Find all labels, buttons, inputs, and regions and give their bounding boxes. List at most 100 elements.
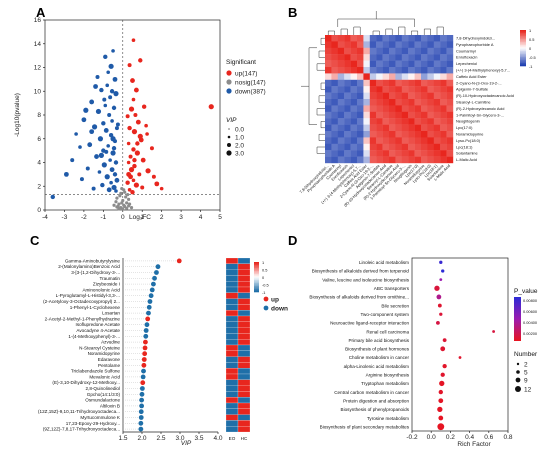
heatmap-cell — [357, 86, 364, 93]
vip-colorbar-segment — [254, 278, 259, 281]
volcano-point — [127, 197, 131, 201]
heatmap-cell — [401, 79, 409, 87]
vip-point — [146, 304, 152, 310]
heatmap-cell — [337, 47, 345, 55]
dendro-branch — [320, 121, 325, 129]
heatmap-cell — [382, 131, 390, 138]
volcano-point — [94, 154, 99, 159]
heatmap-cell — [395, 60, 402, 68]
volcano-point — [130, 189, 135, 195]
heatmap-cell — [414, 156, 422, 164]
heatmap-cell — [408, 79, 415, 87]
heatmap-cell — [344, 137, 351, 144]
heatmap-cell — [357, 150, 364, 157]
heatmap-cell — [369, 67, 377, 74]
legend-nosig-dot — [226, 79, 232, 85]
heatmap-cell — [344, 105, 351, 112]
volcano-points — [50, 38, 214, 211]
heatmap-cell — [446, 79, 454, 87]
vip-points — [123, 258, 182, 432]
heatmap-cell — [369, 156, 377, 164]
volcano-point — [120, 201, 124, 205]
heatmap-cell — [395, 54, 402, 61]
volcano-point — [109, 167, 115, 173]
heatmap-cell — [382, 137, 390, 144]
kegg-x-tick-label: 0.4 — [465, 434, 474, 441]
heatmap-cell — [376, 47, 383, 55]
volcano-point — [154, 181, 160, 187]
vip-colorbar-segment — [254, 275, 259, 278]
heatmap-cell — [421, 35, 428, 42]
heatmap-cell — [337, 67, 345, 74]
heat-cell-hc — [237, 408, 251, 415]
heatmap-cell — [344, 79, 351, 87]
heat-cell-eo — [225, 356, 239, 363]
vip-point — [138, 415, 144, 420]
vip-metabolite-label: 1-(4-Methoxyphenyl)-3-... — [68, 334, 120, 339]
heatmap-cell — [331, 131, 338, 138]
heatmap-cell — [440, 79, 447, 87]
heatmap-cell — [331, 47, 338, 55]
volcano-point — [101, 121, 106, 126]
heatmap-cell — [350, 86, 358, 93]
kegg-pathway-label: Valine, leucine and isoleucine biosynthe… — [322, 277, 409, 282]
vip-point — [140, 374, 146, 380]
dendro-branch — [436, 26, 444, 35]
volcano-point — [108, 95, 113, 100]
heatmap-cell — [382, 41, 390, 48]
heatmap-cell — [325, 67, 332, 74]
heatmap-cell — [357, 73, 364, 80]
heat-cell-eo — [225, 426, 239, 433]
heatmap-cell — [389, 67, 396, 74]
heatmap-cell — [382, 143, 390, 151]
heatmap-row-label: Apigenin-7-Sulfate — [456, 87, 488, 92]
vip-metabolite-label: N-Stearoyl Cysteine — [79, 345, 120, 350]
heatmap-cell — [421, 118, 428, 125]
heatmap-row-label: (R)-10-Hydroxyoctadecanoic Acid — [456, 93, 514, 98]
volcano-point — [159, 186, 164, 191]
heat-cell-hc — [237, 339, 251, 346]
colorbar-segment — [520, 51, 526, 53]
dendro-branch — [398, 26, 406, 35]
heatmap-cell — [433, 118, 441, 125]
heatmap-cell — [344, 73, 351, 80]
heatmap-cell — [440, 111, 447, 119]
heatmap-cell — [427, 86, 434, 93]
vip-metabolite-label: 1-Phenyl-1-Cyclohexene — [70, 305, 121, 310]
heatmap-cell — [376, 156, 383, 164]
colorbar-tick: 1 — [529, 28, 531, 33]
vip-size-3 — [226, 150, 232, 156]
kegg-x-tick-label: 0.8 — [503, 434, 512, 441]
vip-point — [144, 322, 150, 328]
heatmap-cell — [446, 118, 454, 125]
heatmap-cell — [350, 124, 358, 132]
colorbar-segment — [520, 39, 526, 41]
volcano-point — [114, 177, 120, 183]
heatmap-cell — [363, 150, 370, 157]
heatmap-cell — [395, 99, 402, 106]
heatmap-cell — [325, 99, 332, 106]
heat-cell-eo — [225, 391, 239, 398]
kegg-point — [439, 380, 445, 387]
colorbar-segment — [520, 40, 526, 43]
dendro-branch — [337, 18, 415, 27]
colorbar-segment — [520, 57, 526, 59]
heatmap-cell — [376, 131, 383, 138]
heat-cell-eo — [225, 310, 239, 317]
heatmap-cell — [433, 35, 441, 42]
heatmap-cell — [395, 105, 402, 112]
heatmap-cell — [325, 86, 332, 93]
volcano-point — [130, 78, 135, 83]
heatmap-cell — [363, 105, 370, 112]
heatmap-cell — [389, 124, 396, 132]
vip-colorbar-segment — [254, 274, 259, 276]
kegg-pathway-label: Biosynthesis of plant hormones — [345, 347, 410, 352]
heatmap-cell — [350, 118, 358, 125]
heatmap-cell — [440, 143, 447, 151]
heat-cell-hc — [237, 344, 251, 351]
heatmap-cell — [389, 150, 396, 157]
volcano-point — [126, 192, 130, 197]
colorbar-segment — [520, 36, 526, 38]
heatmap-row-label: Neoglitogenin — [456, 119, 480, 124]
